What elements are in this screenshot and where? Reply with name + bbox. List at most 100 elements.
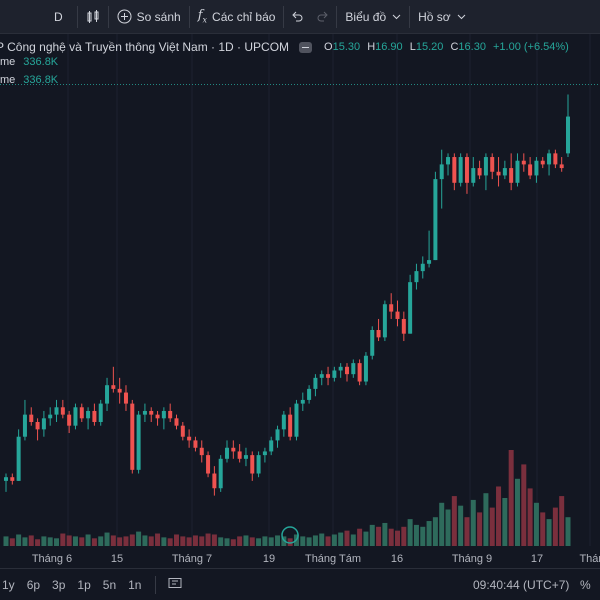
candle-body [281, 414, 286, 430]
candle-body [540, 160, 545, 165]
add-compare-icon [117, 9, 132, 24]
candle-body [395, 311, 400, 319]
symbol-title[interactable]: P Công nghệ và Truyền thông Việt Nam · 1… [0, 40, 290, 54]
volume-bar [369, 524, 375, 546]
candle-body [376, 330, 381, 338]
volume-bar [483, 493, 489, 546]
compare-label: So sánh [136, 9, 181, 24]
volume-bar [401, 526, 407, 546]
volume-bar [496, 486, 502, 546]
volume-bar [136, 531, 142, 546]
candle-body [225, 447, 230, 459]
candle-body [363, 355, 368, 382]
chart-type-button[interactable] [78, 0, 108, 34]
volume-bar [123, 536, 129, 546]
candle-body [130, 403, 135, 470]
candle-body [237, 451, 242, 459]
candle-body [477, 168, 482, 176]
candle-body [275, 429, 280, 441]
volume-bar [376, 526, 382, 546]
volume-bar [363, 531, 369, 546]
volume-bar [344, 530, 350, 546]
bottom-toolbar: 1y 6p 3p 1p 5n 1n 09:40:44 (UTC+7) % [0, 568, 600, 600]
toolbar-divider [283, 5, 285, 28]
volume-bar [9, 538, 15, 546]
volume-bar [180, 536, 186, 546]
top-toolbar: D So sánh fx Các chỉ báo Biểu đồ Hồ [0, 0, 600, 34]
volume-bar [552, 507, 558, 546]
profile-menu-button[interactable]: Hồ sơ [410, 0, 474, 34]
candle-body [4, 477, 8, 481]
volume-bar [173, 534, 179, 546]
volume-bar [477, 512, 483, 546]
candle-body [515, 160, 520, 183]
volume-bar [117, 537, 123, 546]
candle-body [92, 410, 97, 422]
candle-body [439, 164, 444, 180]
compare-button[interactable]: So sánh [109, 0, 189, 34]
candle-body [149, 410, 154, 415]
chart-menu-button[interactable]: Biểu đồ [337, 0, 409, 34]
chart-menu-label: Biểu đồ [345, 9, 387, 24]
volume-bar [192, 535, 198, 546]
date-range-icon[interactable] [164, 577, 186, 592]
interval-button[interactable]: D [0, 0, 77, 34]
candle-body [483, 157, 488, 176]
volume-bar [413, 524, 419, 546]
candle-body [401, 318, 406, 334]
candle-body [357, 363, 362, 382]
candle-body [161, 410, 166, 419]
candle-body [338, 366, 343, 371]
volume-bar [98, 536, 104, 546]
volume-bar [167, 538, 173, 546]
candle-body [496, 171, 501, 176]
volume-bar [230, 539, 236, 546]
candle-body [212, 473, 217, 489]
candle-body [105, 385, 110, 404]
candle-body [67, 414, 72, 426]
range-1m[interactable]: 1p [77, 577, 91, 592]
volume-bar [224, 538, 230, 546]
candle-body [370, 330, 375, 356]
candle-body [29, 414, 34, 422]
toolbar-divider [76, 5, 78, 28]
undo-button[interactable] [284, 0, 310, 34]
redo-icon [316, 10, 330, 24]
volume-bar [319, 533, 325, 546]
volume-bar [559, 496, 565, 546]
candle-body [262, 451, 267, 456]
dividend-event-icon [281, 526, 299, 544]
clock-time[interactable]: 09:40:44 (UTC+7) [473, 577, 570, 592]
range-1y[interactable]: 1y [2, 577, 15, 592]
volume-bar [28, 535, 34, 546]
candle-body [471, 168, 476, 183]
range-6m[interactable]: 6p [26, 577, 41, 592]
candle-body [427, 260, 432, 264]
x-axis-tick-label: Tháng 7 [172, 553, 212, 565]
candle-body [16, 436, 21, 481]
volume-bar [72, 536, 78, 546]
volume-bar [35, 539, 41, 546]
collapse-icon[interactable] [299, 41, 313, 53]
volume-bar [262, 536, 268, 546]
range-5d[interactable]: 5n [102, 577, 117, 592]
indicators-button[interactable]: fx Các chỉ báo [190, 0, 284, 34]
chevron-down-icon [457, 14, 466, 20]
x-axis-tick-label: 16 [391, 553, 403, 565]
percent-scale-button[interactable]: % [580, 577, 591, 592]
range-3m[interactable]: 3p [52, 577, 66, 592]
profile-menu-label: Hồ sơ [418, 9, 451, 24]
candle-body [79, 407, 84, 419]
candle-body [199, 447, 204, 456]
candle-body [382, 304, 387, 338]
toolbar-divider [188, 5, 190, 28]
range-1d[interactable]: 1n [128, 577, 142, 592]
candle-body [41, 418, 46, 430]
redo-button[interactable] [310, 0, 336, 34]
candle-body [22, 414, 27, 437]
candle-body [86, 410, 91, 419]
price-chart[interactable]: Tháng 6 15 Tháng 7 19 Tháng Tám 16 Tháng 9 17 Th… [0, 34, 600, 568]
candle-body [123, 392, 128, 404]
x-axis-tick-label: 15 [111, 553, 123, 565]
candle-body [288, 414, 293, 437]
